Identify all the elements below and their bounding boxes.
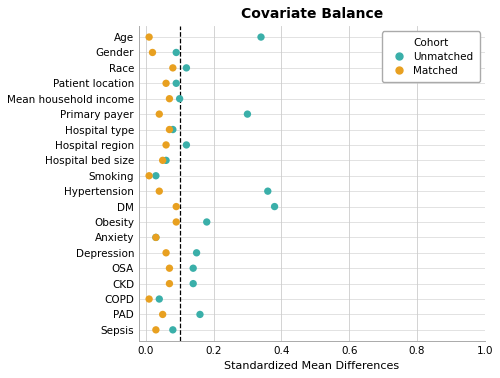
Unmatched: [182, 142, 190, 148]
Matched: [169, 65, 177, 71]
Unmatched: [257, 34, 265, 40]
Matched: [162, 142, 170, 148]
Matched: [162, 80, 170, 86]
X-axis label: Standardized Mean Differences: Standardized Mean Differences: [224, 361, 400, 371]
Matched: [156, 188, 164, 194]
Unmatched: [176, 96, 184, 102]
Matched: [172, 203, 180, 209]
Unmatched: [169, 327, 177, 333]
Unmatched: [162, 157, 170, 163]
Matched: [145, 34, 153, 40]
Matched: [156, 111, 164, 117]
Matched: [166, 96, 173, 102]
Matched: [172, 219, 180, 225]
Unmatched: [152, 234, 160, 240]
Unmatched: [189, 265, 197, 271]
Matched: [166, 280, 173, 287]
Matched: [158, 311, 166, 318]
Matched: [145, 296, 153, 302]
Matched: [145, 173, 153, 179]
Unmatched: [172, 80, 180, 86]
Unmatched: [182, 65, 190, 71]
Matched: [152, 234, 160, 240]
Matched: [158, 157, 166, 163]
Unmatched: [270, 203, 278, 209]
Matched: [162, 250, 170, 256]
Matched: [152, 327, 160, 333]
Unmatched: [172, 50, 180, 56]
Unmatched: [244, 111, 252, 117]
Unmatched: [196, 311, 204, 318]
Unmatched: [189, 280, 197, 287]
Title: Covariate Balance: Covariate Balance: [240, 7, 383, 21]
Unmatched: [202, 219, 210, 225]
Unmatched: [264, 188, 272, 194]
Unmatched: [152, 173, 160, 179]
Unmatched: [156, 296, 164, 302]
Matched: [166, 127, 173, 133]
Matched: [166, 265, 173, 271]
Unmatched: [192, 250, 200, 256]
Unmatched: [169, 127, 177, 133]
Legend: Unmatched, Matched: Unmatched, Matched: [382, 31, 480, 82]
Matched: [148, 50, 156, 56]
